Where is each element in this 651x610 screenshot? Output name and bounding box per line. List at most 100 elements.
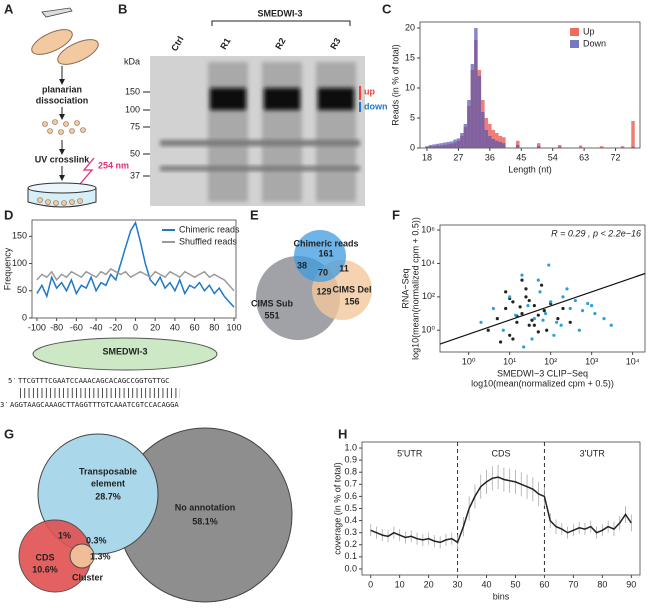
marker-ticks — [143, 91, 150, 177]
protein-label: SMEDWI-3 — [103, 346, 148, 356]
x-tick-label: 10¹ — [503, 356, 516, 366]
point — [555, 320, 559, 324]
strand-end: 5′ — [8, 376, 17, 385]
bar — [502, 143, 506, 148]
set-label: element — [91, 478, 125, 488]
bar — [620, 146, 625, 148]
y-tick-label: 0.6 — [344, 491, 357, 501]
point — [530, 337, 534, 341]
panel-letter: G — [4, 426, 14, 441]
bar — [495, 133, 499, 148]
point — [539, 283, 544, 287]
y-tick-label: 1.0 — [344, 442, 357, 452]
point — [526, 303, 530, 308]
x-tick-label: 60 — [539, 579, 549, 589]
panel-b: SMEDWI-3 Ctrl R1 R2 R3 kDa 150 100 75 50… — [124, 8, 388, 206]
panel-letter: E — [250, 207, 259, 222]
count: 11 — [339, 263, 349, 273]
y-tick-label: 0.9 — [344, 455, 357, 465]
point — [561, 295, 565, 299]
bar — [495, 140, 499, 148]
point — [565, 287, 569, 291]
strand: AGGTAAGCAAAGCTTAGGTTTGTCAAATCGTCCACAGGA — [10, 400, 179, 409]
point — [524, 287, 528, 291]
y-tick-label: 0 — [410, 142, 415, 152]
bar — [491, 139, 496, 148]
point — [568, 306, 572, 311]
panel-letter: B — [118, 1, 127, 16]
x-tick-label: 40 — [482, 579, 492, 589]
band — [160, 140, 360, 146]
bar — [484, 130, 489, 148]
panel-a: planarian dissociation UV crosslink 254 … — [27, 7, 129, 208]
y-tick-label: 0.7 — [344, 479, 357, 489]
point — [580, 309, 585, 313]
point — [508, 295, 512, 299]
set-value: 58.1% — [192, 516, 218, 526]
y-tick-label: 0.0 — [344, 563, 357, 573]
count: 551 — [264, 310, 279, 320]
y-tick-label: 10⁰ — [421, 325, 435, 335]
lane-label: R3 — [328, 36, 342, 51]
set-label: Transposable — [79, 466, 137, 476]
point — [520, 311, 524, 316]
point — [520, 278, 524, 282]
count: 129 — [316, 286, 331, 296]
point — [514, 313, 518, 317]
point — [511, 337, 515, 341]
point — [556, 316, 560, 321]
y-tick-label: 15 — [405, 52, 415, 62]
y-axis-label: log10(mean(normalized cpm + 0.5)) — [410, 217, 420, 360]
lane — [208, 62, 248, 202]
step-label: UV crosslink — [35, 154, 91, 164]
x-tick-label: 10⁰ — [462, 356, 476, 366]
point — [504, 306, 508, 311]
bar — [425, 146, 429, 148]
bar — [481, 112, 485, 148]
protein-label: SMEDWI-3 — [258, 8, 303, 18]
bar — [477, 76, 482, 148]
panel-d-duplex: SMEDWI-3 5′ TTCGTTTCGAATCCAAACAGCACAGCCG… — [0, 337, 218, 409]
panel-e: Chimeric reads 161 CIMS Sub 551 CIMS Del… — [251, 230, 372, 340]
x-tick-label: 100 — [227, 322, 242, 332]
point — [532, 303, 536, 308]
x-tick-label: 10⁴ — [626, 356, 640, 366]
bar — [498, 142, 503, 148]
wavelength: 254 nm — [98, 160, 129, 170]
panel-letter: C — [382, 1, 392, 16]
y-tick-label: 10⁶ — [421, 224, 435, 234]
marker-label: 100 — [125, 104, 140, 114]
point — [504, 290, 508, 294]
y-tick-label: 10⁴ — [421, 258, 435, 268]
unit: kDa — [124, 56, 140, 66]
marker-label: 150 — [125, 86, 140, 96]
y-tick-label: 0.8 — [344, 467, 357, 477]
x-tick-label: 45 — [516, 152, 526, 162]
x-tick-label: 10³ — [585, 356, 598, 366]
point — [486, 328, 490, 332]
step-label: planarian — [42, 84, 82, 94]
y-tick-label: 10 — [405, 82, 415, 92]
point — [491, 306, 495, 311]
x-tick-label: 70 — [568, 579, 578, 589]
x-tick-label: 27 — [453, 152, 463, 162]
x-tick-label: 0 — [368, 579, 373, 589]
set-circle — [69, 543, 95, 569]
bar — [631, 121, 635, 148]
bracket — [211, 20, 351, 26]
x-tick-label: 80 — [597, 579, 607, 589]
x-tick-label: 10 — [395, 579, 405, 589]
band — [210, 88, 246, 110]
point — [530, 318, 534, 322]
marker-label: 37 — [130, 170, 140, 180]
x-tick-label: 90 — [626, 579, 636, 589]
dish-rim — [27, 182, 97, 194]
y-tick-label: 0.5 — [344, 503, 357, 513]
point — [515, 320, 519, 324]
bar — [460, 133, 464, 148]
set-label: Cluster — [72, 572, 104, 582]
point — [559, 323, 563, 327]
uv-bolt — [79, 157, 95, 185]
bar — [453, 139, 457, 148]
point — [552, 333, 556, 337]
